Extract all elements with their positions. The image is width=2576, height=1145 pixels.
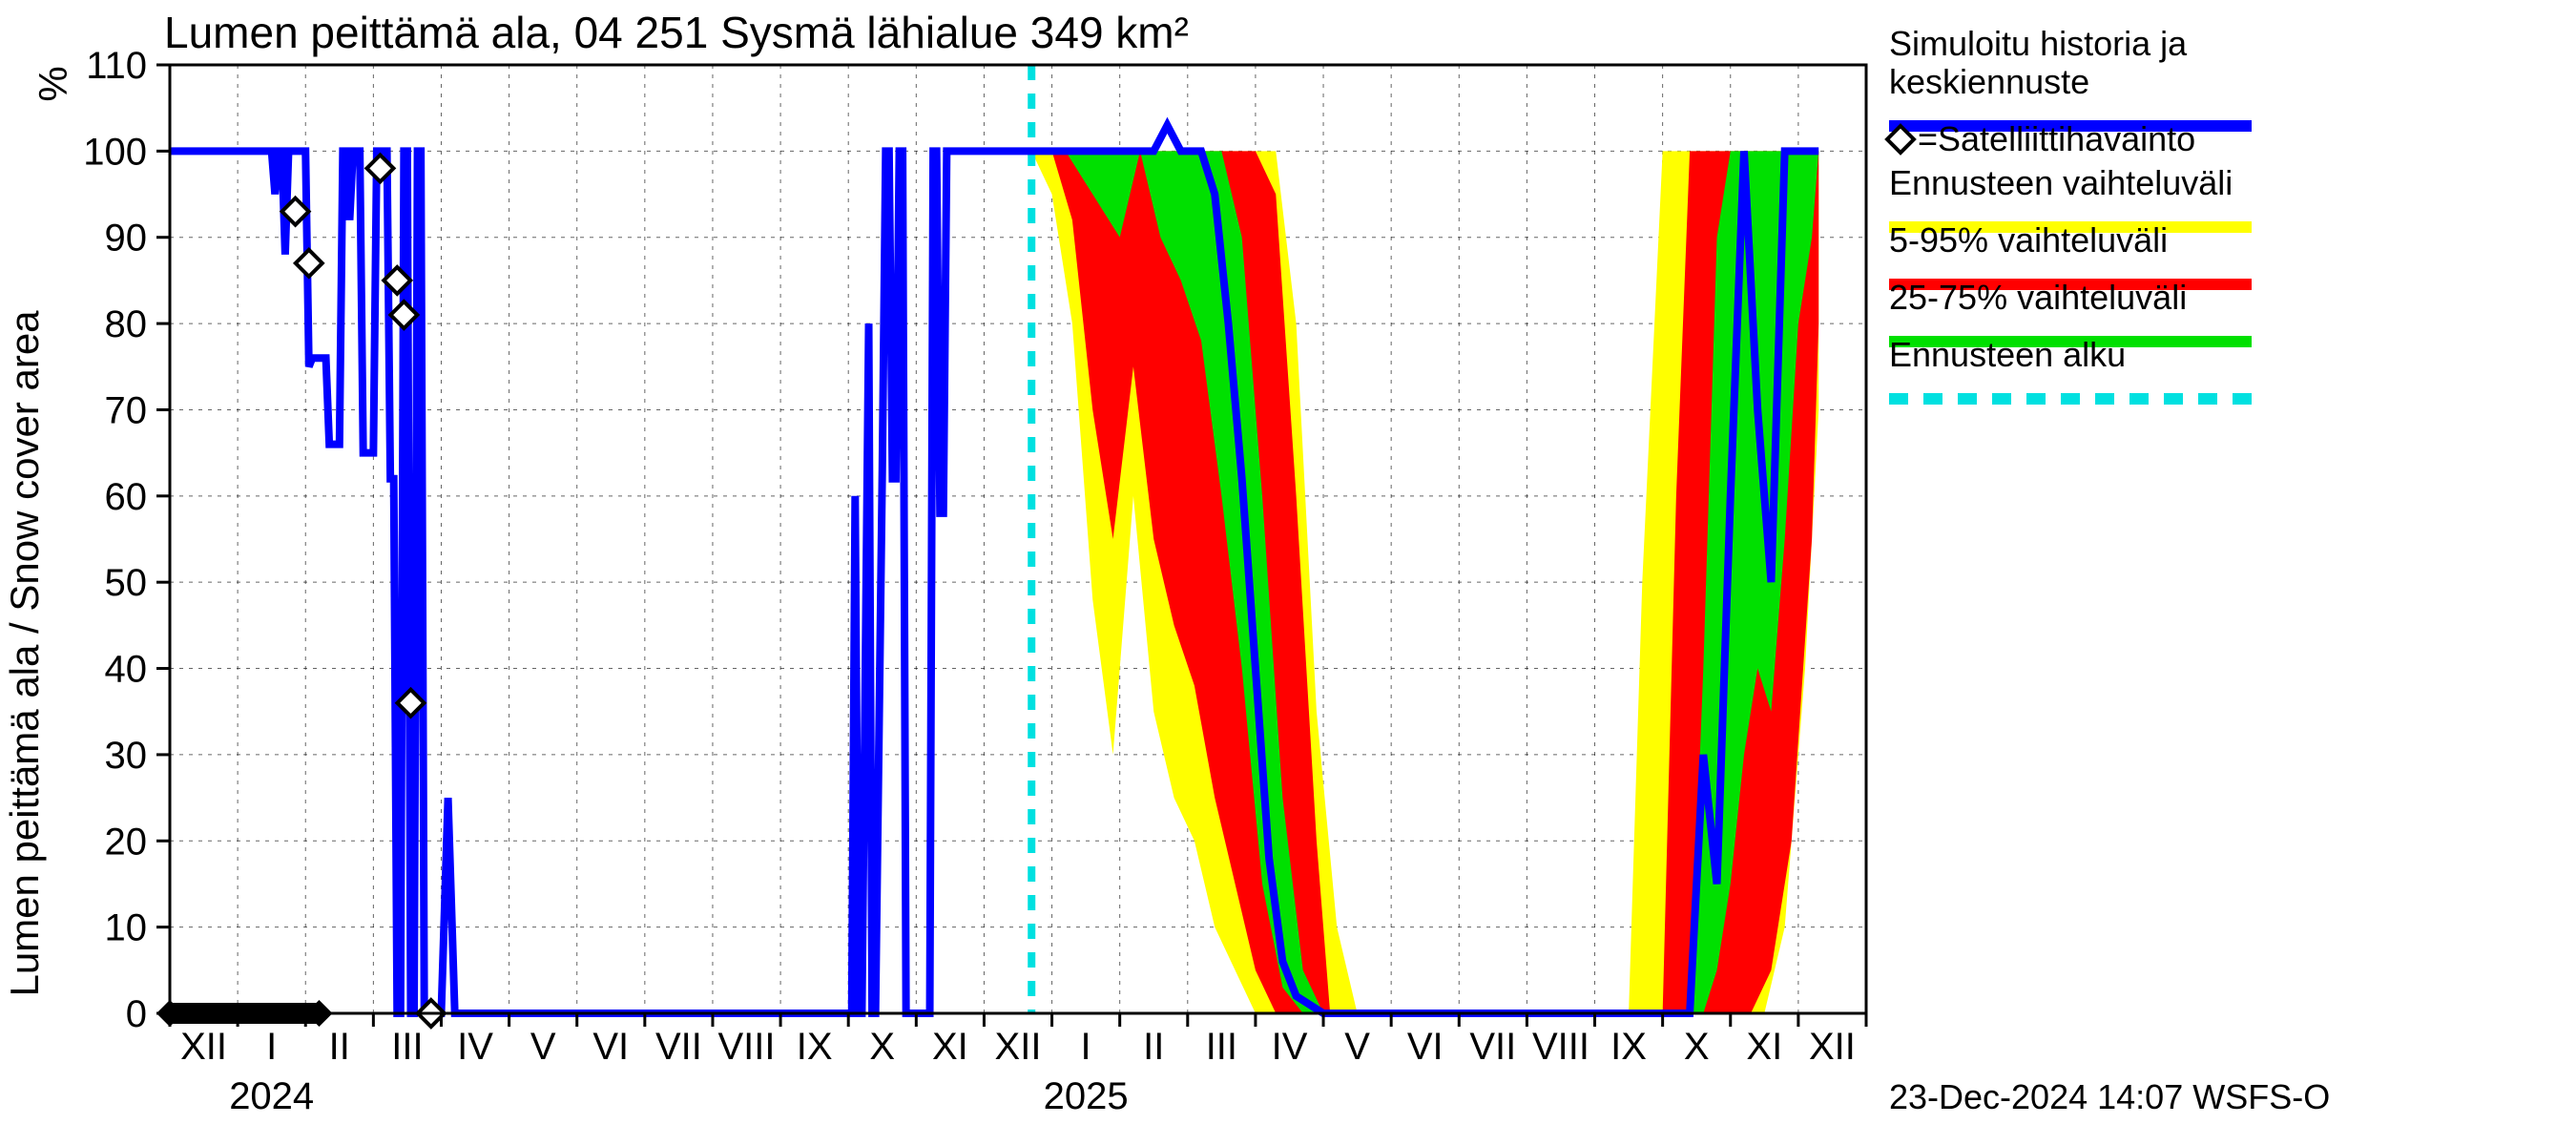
y-axis-unit: % bbox=[31, 66, 75, 101]
x-month-label: XII bbox=[180, 1026, 227, 1068]
chart-title: Lumen peittämä ala, 04 251 Sysmä lähialu… bbox=[164, 8, 1189, 57]
y-tick-label: 60 bbox=[105, 476, 148, 518]
x-month-label: XII bbox=[1809, 1026, 1856, 1068]
legend-label: Ennusteen alku bbox=[1889, 335, 2126, 374]
x-month-label: VIII bbox=[1532, 1026, 1589, 1068]
x-month-label: X bbox=[1684, 1026, 1710, 1068]
x-month-label: XI bbox=[1746, 1026, 1782, 1068]
x-month-label: V bbox=[1344, 1026, 1370, 1068]
legend-label: keskiennuste bbox=[1889, 62, 2089, 101]
x-month-label: IX bbox=[797, 1026, 833, 1068]
x-month-label: I bbox=[266, 1026, 277, 1068]
x-month-label: VII bbox=[1469, 1026, 1516, 1068]
x-year-label: 2024 bbox=[229, 1075, 314, 1117]
y-tick-label: 40 bbox=[105, 649, 148, 691]
y-tick-label: 100 bbox=[83, 131, 147, 173]
y-tick-label: 0 bbox=[126, 993, 147, 1035]
legend-label: 25-75% vaihteluväli bbox=[1889, 278, 2187, 317]
x-month-label: IV bbox=[457, 1026, 493, 1068]
x-month-label: II bbox=[1143, 1026, 1164, 1068]
legend-label: Simuloitu historia ja bbox=[1889, 24, 2188, 63]
x-month-label: I bbox=[1081, 1026, 1091, 1068]
y-tick-label: 20 bbox=[105, 821, 148, 863]
x-month-label: VII bbox=[655, 1026, 702, 1068]
snow-cover-chart: 0102030405060708090100110XIIIIIIIIIVVVIV… bbox=[0, 0, 2576, 1145]
x-month-label: IX bbox=[1610, 1026, 1647, 1068]
x-month-label: II bbox=[329, 1026, 350, 1068]
x-month-label: IV bbox=[1272, 1026, 1308, 1068]
legend-label: 5-95% vaihteluväli bbox=[1889, 220, 2168, 260]
x-month-label: III bbox=[391, 1026, 423, 1068]
chart-footer: 23-Dec-2024 14:07 WSFS-O bbox=[1889, 1077, 2330, 1116]
y-tick-label: 70 bbox=[105, 389, 148, 431]
x-month-label: V bbox=[530, 1026, 556, 1068]
x-month-label: XII bbox=[995, 1026, 1042, 1068]
x-month-label: VI bbox=[1407, 1026, 1444, 1068]
y-tick-label: 10 bbox=[105, 907, 148, 949]
x-month-label: VI bbox=[592, 1026, 629, 1068]
y-tick-label: 90 bbox=[105, 218, 148, 260]
legend-label: =Satelliittihavainto bbox=[1918, 119, 2195, 158]
x-month-label: XI bbox=[932, 1026, 968, 1068]
y-tick-label: 30 bbox=[105, 735, 148, 777]
x-month-label: X bbox=[869, 1026, 895, 1068]
legend-label: Ennusteen vaihteluväli bbox=[1889, 163, 2233, 202]
x-year-label: 2025 bbox=[1044, 1075, 1129, 1117]
x-month-label: III bbox=[1206, 1026, 1237, 1068]
x-month-label: VIII bbox=[718, 1026, 776, 1068]
y-tick-label: 50 bbox=[105, 562, 148, 604]
y-axis-label: Lumen peittämä ala / Snow cover area bbox=[2, 310, 47, 997]
y-tick-label: 80 bbox=[105, 303, 148, 345]
y-tick-label: 110 bbox=[86, 45, 147, 87]
